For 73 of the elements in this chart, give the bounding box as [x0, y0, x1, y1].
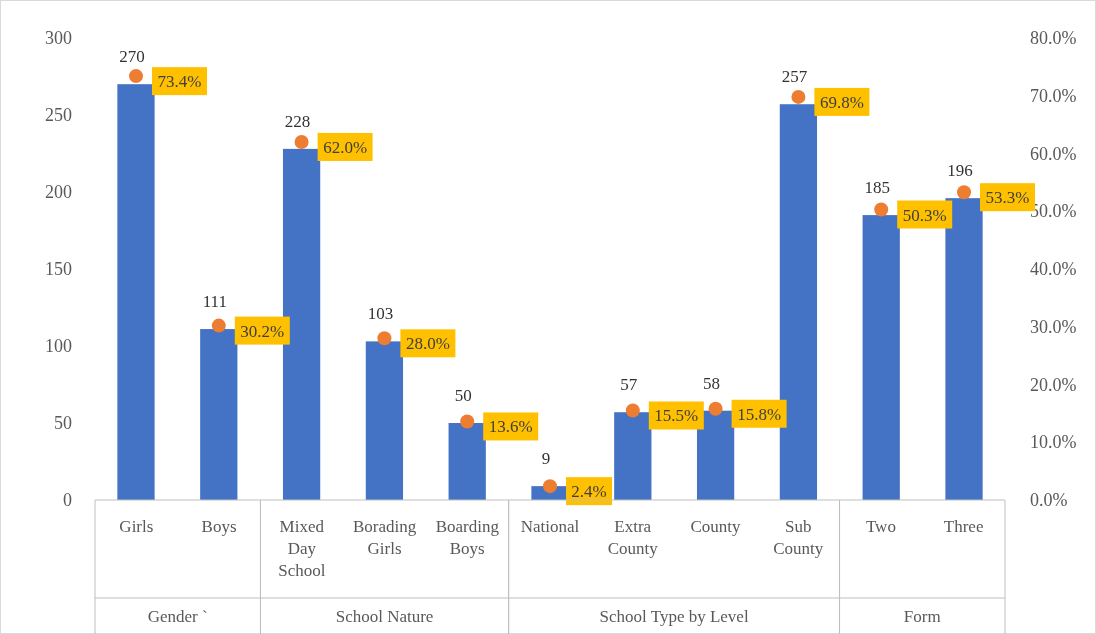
point [874, 202, 889, 217]
y-tick-label: 0 [63, 490, 72, 510]
data-label: 257 [781, 67, 808, 87]
bar [117, 84, 155, 500]
point [791, 89, 806, 104]
x-tick-label: Three [943, 517, 984, 536]
y2-tick-label: 10.0% [1030, 432, 1077, 453]
y2-tick-label: 30.0% [1030, 316, 1077, 337]
bar [696, 410, 735, 500]
data-label: 228 [284, 111, 311, 131]
point [211, 318, 226, 333]
y-tick-label: 150 [45, 259, 72, 279]
x-tick-label: County [690, 517, 741, 536]
x-tick-label: Girls [119, 517, 154, 536]
bar [282, 148, 321, 500]
y-tick-label: 200 [45, 182, 72, 202]
x-tick-label: National [520, 517, 580, 536]
bar [779, 104, 818, 500]
x-tick-label: Boarding Boys [435, 517, 500, 558]
data-label: 15.8% [737, 404, 782, 424]
point [543, 479, 557, 494]
x-tick-label: Sub County [773, 517, 824, 558]
x-tick-label: Extra County [607, 517, 659, 558]
data-label: 111 [202, 292, 227, 312]
point [128, 69, 143, 84]
data-label: 50 [454, 386, 472, 405]
y2-tick-label: 80.0% [1030, 28, 1077, 48]
x-tick-label: Two [865, 517, 896, 536]
text: School Type by Level [599, 607, 749, 626]
point [625, 403, 640, 418]
data-label: 13.6% [488, 417, 533, 437]
data-label: 62.0% [323, 137, 368, 157]
data-label: 185 [864, 178, 890, 198]
bar [200, 329, 238, 500]
bar [365, 341, 404, 500]
point [377, 331, 392, 346]
x-tick-label: Borading Girls [352, 517, 417, 558]
bar [448, 423, 486, 500]
y-tick-label: 100 [45, 336, 72, 356]
data-label: 58 [703, 373, 721, 393]
data-label: 2.4% [571, 482, 607, 502]
y2-tick-label: 70.0% [1030, 85, 1077, 106]
y-tick-label: 250 [45, 105, 72, 125]
data-label: 15.5% [654, 406, 699, 426]
bar [862, 215, 900, 500]
x-tick-label: Mixed Day School [278, 517, 326, 580]
y2-tick-label: 20.0% [1030, 374, 1077, 395]
data-label: 270 [119, 47, 145, 67]
y2-tick-label: 40.0% [1030, 259, 1077, 279]
data-label: 196 [947, 161, 973, 181]
data-label: 57 [620, 375, 638, 395]
data-label: 103 [367, 304, 394, 324]
x-tick-label: Boys [201, 517, 237, 536]
point [294, 134, 309, 149]
data-label: 53.3% [985, 188, 1030, 208]
data-label: 30.2% [240, 321, 285, 341]
bar [945, 198, 983, 500]
data-label: 9 [541, 449, 551, 469]
text: Form [903, 607, 941, 626]
point [957, 185, 972, 200]
data-label: 69.8% [819, 92, 864, 112]
y2-tick-label: 0.0% [1030, 490, 1068, 510]
text: School Nature [335, 607, 434, 626]
data-label: 73.4% [157, 72, 202, 92]
data-label: 28.0% [405, 334, 450, 354]
y2-tick-label: 60.0% [1030, 143, 1077, 164]
y-tick-label: 300 [45, 28, 72, 48]
y-tick-label: 50 [54, 413, 72, 433]
point [460, 414, 475, 429]
text: Gender ` [147, 607, 208, 626]
bar [614, 412, 652, 500]
data-label: 50.3% [902, 205, 947, 225]
point [708, 401, 723, 416]
